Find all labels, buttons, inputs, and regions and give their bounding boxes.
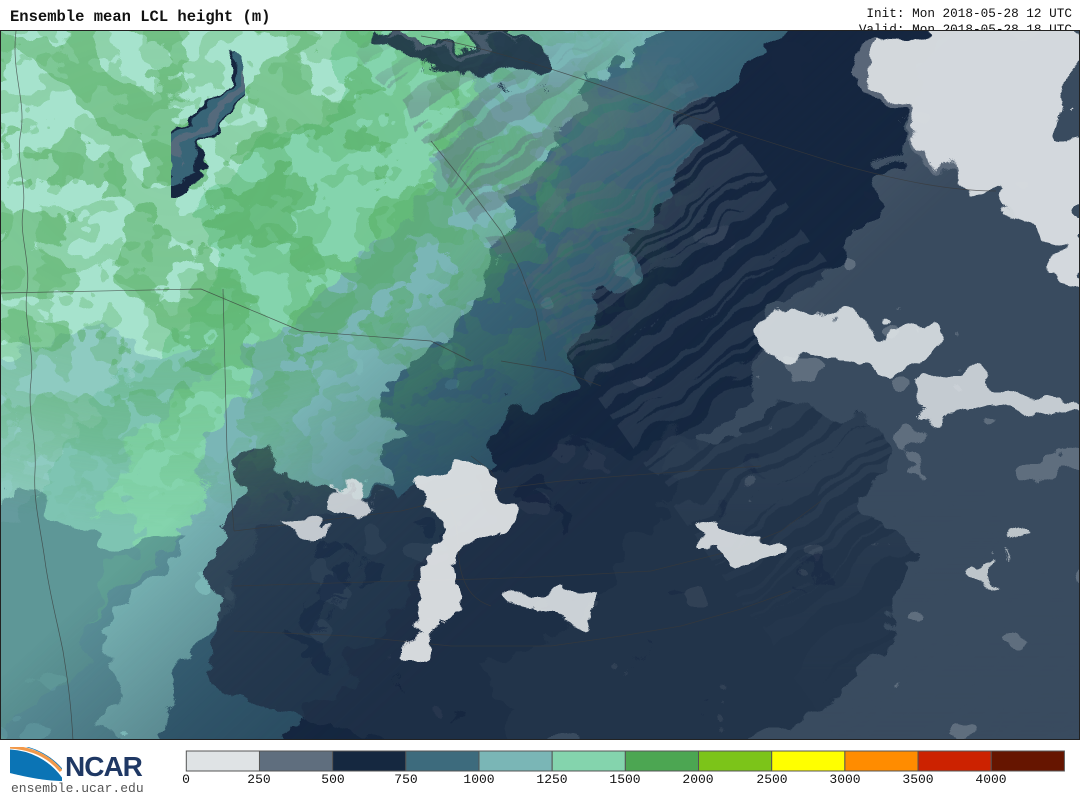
svg-text:ensemble.ucar.edu: ensemble.ucar.edu xyxy=(11,781,144,796)
svg-text:NCAR: NCAR xyxy=(65,751,143,782)
